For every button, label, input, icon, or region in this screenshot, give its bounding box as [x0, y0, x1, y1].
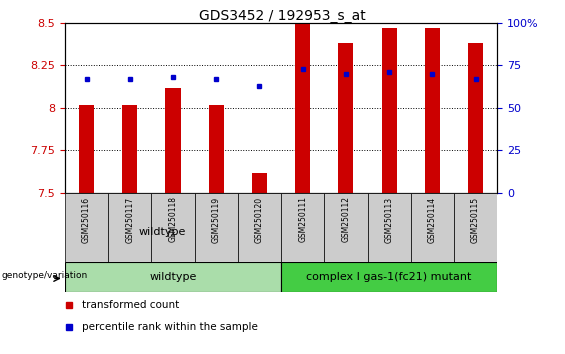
FancyBboxPatch shape — [108, 193, 151, 262]
Text: GDS3452 / 192953_s_at: GDS3452 / 192953_s_at — [199, 9, 366, 23]
FancyBboxPatch shape — [151, 193, 194, 262]
Text: percentile rank within the sample: percentile rank within the sample — [82, 321, 258, 332]
Text: GSM250120: GSM250120 — [255, 196, 264, 242]
FancyBboxPatch shape — [367, 193, 411, 262]
Text: wildtype: wildtype — [138, 227, 186, 237]
Text: GSM250119: GSM250119 — [212, 196, 221, 242]
FancyBboxPatch shape — [65, 193, 108, 262]
Text: GSM250111: GSM250111 — [298, 196, 307, 242]
FancyBboxPatch shape — [324, 193, 367, 262]
Text: complex I gas-1(fc21) mutant: complex I gas-1(fc21) mutant — [306, 272, 472, 282]
FancyBboxPatch shape — [238, 193, 281, 262]
Bar — [381, 28, 397, 193]
FancyBboxPatch shape — [281, 262, 497, 292]
Text: GSM250115: GSM250115 — [471, 196, 480, 242]
FancyBboxPatch shape — [194, 193, 238, 262]
Bar — [79, 104, 94, 193]
FancyBboxPatch shape — [281, 193, 324, 262]
Text: GSM250114: GSM250114 — [428, 196, 437, 242]
Text: wildtype: wildtype — [149, 272, 197, 282]
Text: GSM250118: GSM250118 — [168, 196, 177, 242]
Bar — [338, 44, 354, 193]
Text: GSM250113: GSM250113 — [385, 196, 394, 242]
Bar — [468, 44, 483, 193]
Text: GSM250116: GSM250116 — [82, 196, 91, 242]
Text: transformed count: transformed count — [82, 300, 180, 310]
Text: genotype/variation: genotype/variation — [1, 271, 88, 280]
Bar — [295, 23, 310, 193]
FancyBboxPatch shape — [411, 193, 454, 262]
Bar — [208, 104, 224, 193]
FancyBboxPatch shape — [65, 262, 281, 292]
Bar — [166, 87, 181, 193]
Bar — [122, 104, 137, 193]
Text: GSM250117: GSM250117 — [125, 196, 134, 242]
FancyBboxPatch shape — [454, 193, 497, 262]
Bar — [425, 28, 440, 193]
Text: GSM250112: GSM250112 — [341, 196, 350, 242]
Bar — [252, 172, 267, 193]
